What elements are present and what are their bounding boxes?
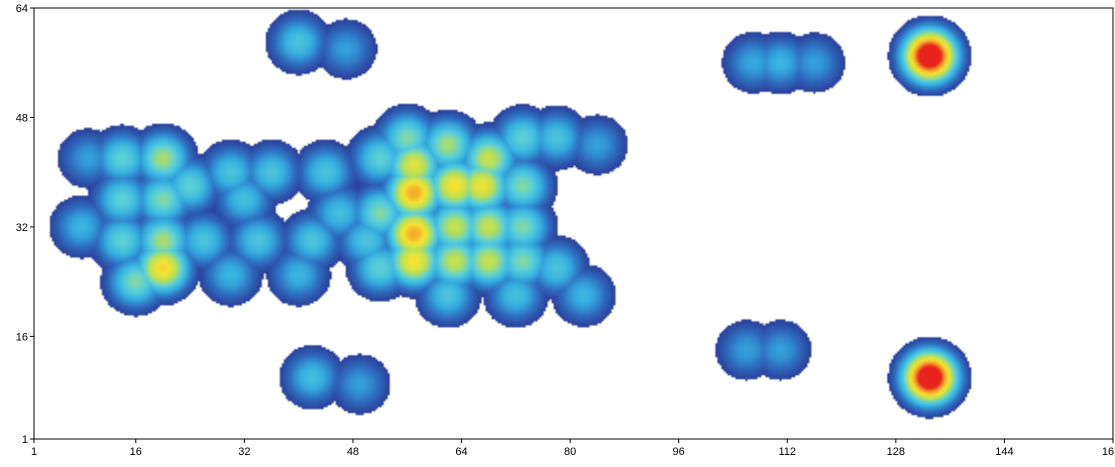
plot-frame — [33, 7, 1114, 440]
x-tick-label: 16 — [130, 446, 142, 458]
x-axis: 1 16 32 48 64 80 96 112 128 144 16 — [31, 439, 1114, 458]
y-tick-label: 1 — [22, 434, 28, 446]
y-axis: 64 48 32 16 1 — [16, 3, 34, 446]
x-tick-label: 128 — [887, 446, 905, 458]
x-tick-label: 96 — [673, 446, 685, 458]
x-tick-label: 1 — [31, 446, 37, 458]
x-tick-label: 80 — [564, 446, 576, 458]
y-tick-label: 32 — [16, 222, 28, 234]
x-tick-label: 112 — [778, 446, 796, 458]
heatmap-image — [34, 8, 1113, 439]
x-tick-label: 64 — [455, 446, 467, 458]
x-tick-label: 32 — [238, 446, 250, 458]
x-tick-label: 16 — [1102, 446, 1114, 458]
y-tick-label: 64 — [16, 3, 28, 15]
y-tick-label: 16 — [16, 331, 28, 343]
y-tick-label: 48 — [16, 112, 28, 124]
x-tick-label: 144 — [995, 446, 1013, 458]
x-tick-label: 48 — [347, 446, 359, 458]
